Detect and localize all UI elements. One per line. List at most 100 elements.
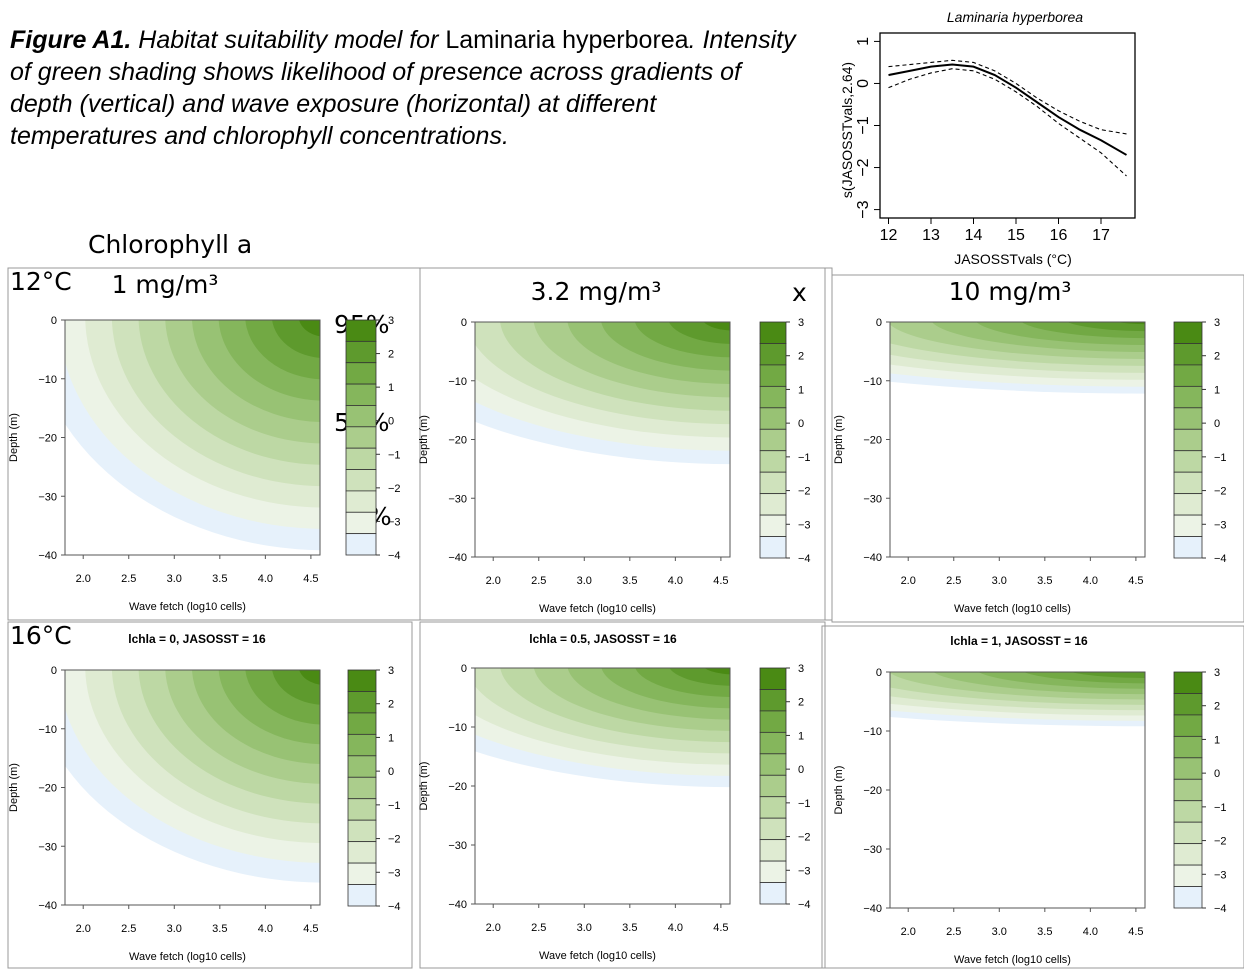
legend-swatch (1173, 407, 1203, 430)
legend-swatch (347, 691, 377, 714)
contour-band (299, 670, 320, 685)
y-axis-label: Depth (m) (8, 413, 20, 462)
x-axis-label: Wave fetch (log10 cells) (539, 603, 656, 615)
x-tick-label: 3.5 (622, 922, 637, 934)
color-legend: 3 2 1 0 −1 −2 −3 −4 (345, 315, 401, 562)
legend-swatch (759, 364, 787, 387)
contour-bands (890, 322, 1145, 557)
y-tick-label: −20 (38, 433, 57, 445)
legend-tick-label: 0 (798, 764, 804, 776)
inset-x-axis-label: JASOSSTvals (°C) (954, 251, 1072, 267)
y-tick-label: −40 (448, 552, 467, 564)
caption-lead: Figure A1. (10, 26, 132, 54)
legend-tick-label: 3 (798, 317, 804, 329)
x-tick-label: 2.5 (946, 926, 961, 938)
legend-tick-label: 1 (388, 382, 394, 394)
chlorophyll-heading: Chlorophyll a (88, 230, 252, 259)
inset-title: Laminaria hyperborea (947, 9, 1083, 25)
inset-x-tick-label: 14 (965, 227, 983, 244)
legend-swatch (1173, 450, 1203, 473)
inset-y-tick-label: 1 (855, 37, 872, 46)
y-tick-label: −40 (863, 903, 882, 915)
legend-tick-label: −4 (1214, 553, 1227, 565)
legend-tick-label: 3 (388, 665, 394, 677)
legend-swatch (347, 669, 377, 692)
inset-series-fit (888, 63, 1127, 156)
legend-tick-label: 0 (1214, 768, 1220, 780)
contour-bands (65, 670, 320, 905)
contour-band (138, 670, 320, 804)
frame-top-left (7, 267, 826, 621)
x-tick-label: 3.0 (167, 923, 182, 935)
frame-top-right (831, 274, 1244, 623)
caption-species-genus: Laminaria (445, 26, 556, 54)
y-tick-label: −30 (448, 493, 467, 505)
legend-tick-label: −1 (1214, 802, 1227, 814)
contour-band (1071, 672, 1145, 678)
x-tick-label: 4.5 (303, 573, 318, 585)
legend-tick-label: −3 (1214, 519, 1227, 531)
legend-tick-label: −4 (1214, 903, 1227, 915)
legend-swatch (347, 776, 377, 800)
contour-band (567, 668, 730, 720)
contour-bands (890, 672, 1145, 908)
legend-tick-label: −3 (798, 519, 811, 531)
heatmap-panel-6: lchla = 1, JASOSST = 16 2.0 2.5 3.0 3.5 4.0 4.… (833, 634, 1227, 966)
panel-x-mark: x (792, 278, 807, 307)
legend-swatch (345, 340, 377, 364)
legend-swatch (759, 450, 787, 473)
heatmap-panel-3: 10 mg/m³2.0 2.5 3.0 3.5 4.0 4.50−10−20−30−40W… (833, 277, 1227, 615)
inset-x-tick-label: 15 (1007, 227, 1025, 244)
legend-tick-label: −4 (388, 901, 401, 913)
y-tick-label: −30 (863, 844, 882, 856)
x-tick-label: 3.5 (212, 923, 227, 935)
legend-swatch (1173, 536, 1203, 559)
x-tick-label: 3.0 (577, 922, 592, 934)
y-tick-label: −30 (38, 841, 57, 853)
legend-swatch (1173, 385, 1203, 409)
y-tick-label: 0 (51, 665, 57, 677)
contour-band (299, 320, 320, 337)
legend-swatch (759, 321, 787, 344)
legend-tick-label: −2 (1214, 486, 1227, 498)
legend-tick-label: 1 (798, 384, 804, 396)
legend-swatch (759, 493, 787, 516)
y-tick-label: −40 (863, 552, 882, 564)
legend-swatch (345, 426, 377, 449)
x-tick-label: 3.5 (1037, 926, 1052, 938)
legend-swatch (1173, 714, 1203, 737)
x-tick-label: 4.0 (1083, 575, 1098, 587)
x-axis-label: Wave fetch (log10 cells) (954, 954, 1071, 966)
legend-tick-label: 1 (1214, 734, 1220, 746)
color-legend: 3 2 1 0 −1 −2 −3 −4 (759, 317, 811, 565)
legend-tick-label: −1 (388, 449, 401, 461)
inset-series-lower (888, 68, 1127, 177)
x-axis-label: Wave fetch (log10 cells) (129, 951, 246, 963)
legend-swatch (1173, 428, 1203, 452)
legend-tick-label: 3 (1214, 317, 1220, 329)
y-tick-label: −10 (863, 376, 882, 388)
legend-tick-label: 0 (1214, 418, 1220, 430)
legend-tick-label: −3 (798, 865, 811, 877)
x-tick-label: 3.5 (212, 573, 227, 585)
panel-chlorophyll-label: 3.2 mg/m³ (531, 277, 662, 306)
legend-swatch (347, 841, 377, 864)
inset-x-tick-label: 17 (1092, 227, 1110, 244)
y-tick-label: 0 (461, 663, 467, 675)
legend-swatch (345, 511, 377, 535)
legend-tick-label: −2 (388, 834, 401, 846)
legend-tick-label: −4 (798, 899, 811, 911)
legend-tick-label: 3 (798, 663, 804, 675)
legend-swatch (759, 536, 787, 559)
legend-swatch (759, 471, 787, 495)
inset-x-tick-label: 13 (922, 227, 940, 244)
heatmap-panels: 1 mg/m³2.0 2.5 3.0 3.5 4.0 4.50−10−20−30−40Wa… (8, 270, 1227, 966)
legend-tick-label: −2 (798, 832, 811, 844)
y-tick-label: 0 (876, 317, 882, 329)
caption-part1: Habitat suitability model for (131, 26, 446, 54)
legend-swatch (1173, 886, 1203, 909)
x-tick-label: 3.5 (1037, 575, 1052, 587)
legend-swatch (345, 469, 377, 492)
x-tick-label: 4.0 (668, 575, 683, 587)
y-tick-label: −10 (448, 722, 467, 734)
